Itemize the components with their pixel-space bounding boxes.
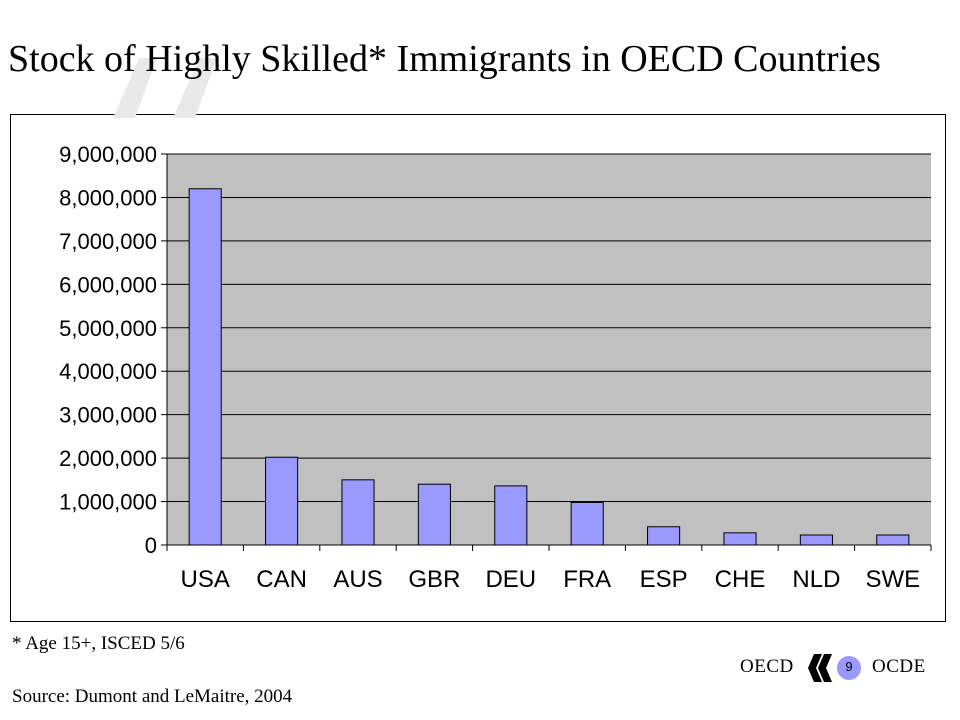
bar-aus xyxy=(341,479,375,546)
x-tick-label: DEU xyxy=(485,566,536,593)
y-tick-label: 6,000,000 xyxy=(59,272,157,297)
y-tick-label: 7,000,000 xyxy=(59,229,157,254)
bar-gbr xyxy=(417,483,451,546)
y-tick-label: 1,000,000 xyxy=(59,490,157,515)
y-tick-label: 2,000,000 xyxy=(59,446,157,471)
source-citation: Source: Dumont and LeMaitre, 2004 xyxy=(12,686,293,707)
logo-text-oecd: OECD xyxy=(740,656,794,677)
bar-fra xyxy=(570,501,604,546)
y-tick-label: 0 xyxy=(145,533,157,558)
bar-nld xyxy=(799,534,833,546)
page-number: 9 xyxy=(845,659,853,674)
footnote: * Age 15+, ISCED 5/6 xyxy=(12,633,185,654)
bar-usa xyxy=(188,188,222,546)
slide-title: Stock of Highly Skilled* Immigrants in O… xyxy=(8,38,881,80)
bar-can xyxy=(265,456,299,546)
bar-deu xyxy=(494,485,528,546)
y-tick-label: 9,000,000 xyxy=(59,142,157,167)
x-tick-label: SWE xyxy=(865,566,920,593)
y-tick-label: 8,000,000 xyxy=(59,185,157,210)
x-tick-label: USA xyxy=(181,566,230,593)
y-tick-label: 3,000,000 xyxy=(59,403,157,428)
y-tick-label: 4,000,000 xyxy=(59,359,157,384)
x-tick-label: CAN xyxy=(256,566,307,593)
bar-che xyxy=(723,532,757,546)
bar-swe xyxy=(876,534,910,546)
bar-chart: 0 1,000,000 2,000,000 3,000,000 4,000,000 5,0… xyxy=(59,142,932,593)
logo-mark-icon xyxy=(808,654,861,682)
x-tick-label: GBR xyxy=(408,566,460,593)
x-tick-label: ESP xyxy=(640,566,688,593)
oecd-logo: OECD 9 OCDE xyxy=(734,648,934,688)
x-tick-label: AUS xyxy=(333,566,382,593)
logo-text-ocde: OCDE xyxy=(872,656,926,677)
x-tick-label: CHE xyxy=(715,566,766,593)
y-tick-label: 5,000,000 xyxy=(59,316,157,341)
bar-esp xyxy=(647,526,681,546)
quote-mark-watermark xyxy=(113,58,217,118)
chart-frame: 0 1,000,000 2,000,000 3,000,000 4,000,000 5,0… xyxy=(10,114,946,622)
x-tick-label: NLD xyxy=(792,566,840,593)
x-tick-label: FRA xyxy=(563,566,611,593)
